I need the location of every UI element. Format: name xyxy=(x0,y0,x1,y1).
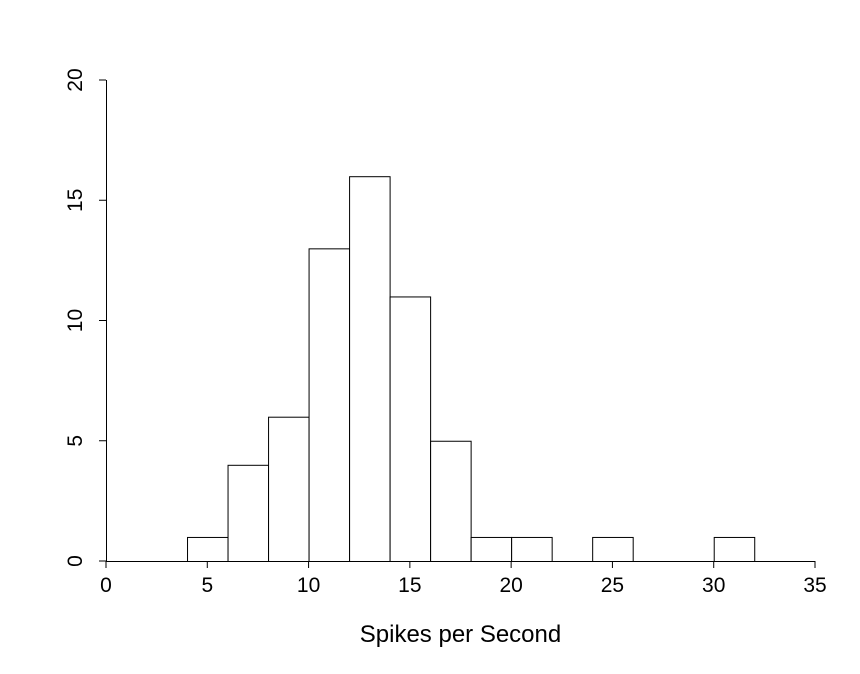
x-tick-label-6: 30 xyxy=(702,574,725,597)
histogram-bar-5 xyxy=(389,296,432,562)
histogram-bar-10 xyxy=(713,536,756,563)
x-tick-label-7: 35 xyxy=(803,574,826,597)
histogram-bar-4 xyxy=(349,176,391,562)
y-axis-ticks: 0 5 10 15 20 xyxy=(64,68,106,567)
x-tick-label-0: 0 xyxy=(100,574,112,597)
histogram-bar-6 xyxy=(430,440,472,562)
histogram-bar-7 xyxy=(470,536,513,563)
x-axis-title: Spikes per Second xyxy=(360,621,561,648)
histogram-bar-0 xyxy=(187,536,229,563)
x-tick-label-4: 20 xyxy=(499,574,522,597)
histogram-bars xyxy=(187,176,756,563)
x-tick-label-1: 5 xyxy=(201,574,213,597)
y-tick-label-4: 20 xyxy=(64,68,87,91)
x-tick-label-2: 10 xyxy=(297,574,320,597)
y-tick-label-1: 5 xyxy=(64,435,87,447)
y-tick-label-0: 0 xyxy=(64,555,87,567)
histogram-bar-1 xyxy=(227,464,270,562)
x-axis-ticks: 0 5 10 15 20 25 30 35 xyxy=(100,561,827,597)
x-tick-label-5: 25 xyxy=(601,574,624,597)
histogram-bar-2 xyxy=(268,416,310,563)
histogram-bar-3 xyxy=(308,248,351,562)
histogram-bar-9 xyxy=(592,536,634,563)
histogram-bar-8 xyxy=(511,536,553,563)
x-tick-label-3: 15 xyxy=(398,574,421,597)
y-tick-label-3: 15 xyxy=(64,189,87,212)
y-tick-label-2: 10 xyxy=(64,309,87,332)
